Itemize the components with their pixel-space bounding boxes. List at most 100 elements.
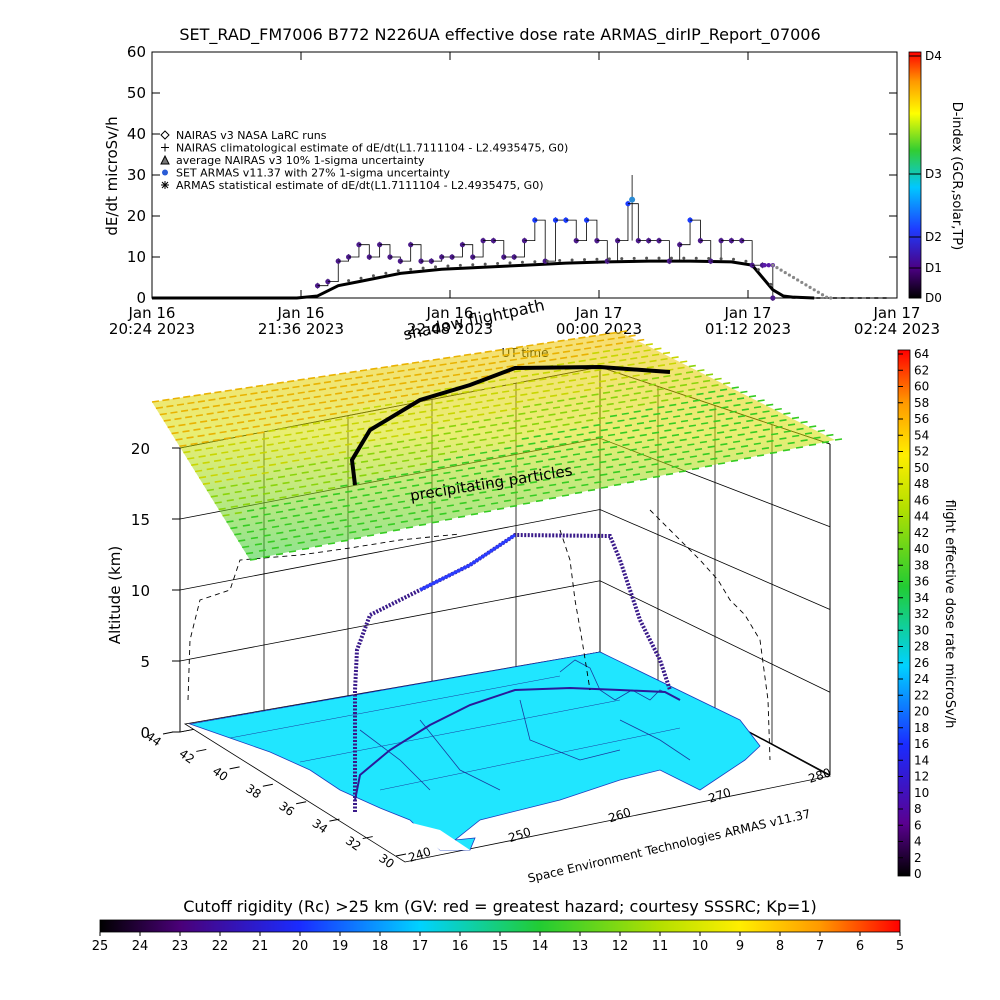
sheet-dash bbox=[335, 392, 343, 395]
projection-right bbox=[649, 509, 771, 761]
sheet-dash bbox=[420, 449, 428, 453]
sheet-dash bbox=[328, 439, 336, 442]
sheet-dash bbox=[641, 415, 649, 418]
sheet-dash bbox=[721, 406, 729, 409]
sheet-dash bbox=[535, 460, 543, 463]
sheet-dash bbox=[692, 436, 700, 439]
top-y-tick-label: 50 bbox=[127, 84, 146, 102]
sheet-dash bbox=[473, 446, 482, 449]
sheet-dash bbox=[416, 385, 424, 389]
sheet-dash bbox=[281, 387, 290, 390]
sheet-dash bbox=[246, 488, 254, 491]
sheet-dash bbox=[774, 407, 782, 411]
sheet-dash bbox=[517, 483, 525, 487]
sheet-dash bbox=[374, 491, 383, 495]
sheet-dash bbox=[372, 505, 380, 509]
sheet-dash bbox=[170, 411, 178, 414]
sheet-dash bbox=[598, 380, 607, 383]
top-x-tick-label-line1: Jan 16 bbox=[426, 304, 474, 322]
altitude-ticks: 0 5 10 15 20 bbox=[131, 440, 180, 742]
sheet-dash bbox=[176, 403, 185, 406]
sheet-dash bbox=[276, 381, 284, 385]
sheet-dash bbox=[310, 538, 318, 542]
sheet-dash bbox=[212, 438, 220, 442]
sheet-dash bbox=[607, 433, 616, 437]
sheet-dash bbox=[433, 389, 441, 392]
sheet-dash bbox=[467, 466, 476, 470]
sheet-dash bbox=[428, 364, 437, 368]
sheet-dash bbox=[268, 429, 276, 433]
top-x-tick-label-line1: Jan 17 bbox=[575, 304, 623, 322]
sheet-dash bbox=[651, 463, 659, 466]
sheet-dash bbox=[441, 498, 449, 502]
sheet-dash bbox=[329, 425, 337, 429]
sheet-dash bbox=[638, 361, 646, 365]
sheet-dash bbox=[523, 350, 531, 354]
sheet-dash bbox=[597, 362, 605, 366]
sheet-dash bbox=[376, 477, 384, 481]
sheet-dash bbox=[567, 460, 575, 464]
sheet-dash bbox=[688, 388, 696, 391]
sheet-dash bbox=[533, 435, 541, 438]
sheet-dash bbox=[340, 424, 348, 427]
sheet-dash bbox=[570, 354, 578, 358]
sheet-dash bbox=[361, 446, 370, 450]
sheet-dash bbox=[680, 360, 688, 364]
sheet-dash bbox=[216, 445, 225, 448]
armas-step bbox=[669, 244, 681, 262]
sheet-dash bbox=[606, 402, 614, 406]
sheet-dash bbox=[645, 470, 653, 474]
sheet-dash bbox=[297, 404, 305, 408]
sheet-dash bbox=[402, 432, 411, 436]
sheet-dash bbox=[574, 421, 582, 424]
sheet-dash bbox=[395, 401, 404, 405]
sheet-dash bbox=[422, 390, 430, 394]
sheet-dash bbox=[281, 400, 289, 404]
sheet-dash bbox=[561, 468, 569, 471]
sheet-dash bbox=[214, 501, 222, 504]
sheet-dash bbox=[421, 509, 429, 513]
sheet-dash bbox=[488, 361, 496, 365]
sheet-dash bbox=[480, 464, 488, 468]
sheet-dash bbox=[685, 412, 693, 416]
sheet-dash bbox=[250, 439, 258, 442]
nairas-run-marker bbox=[744, 259, 748, 263]
sheet-dash bbox=[206, 488, 214, 492]
sheet-dash bbox=[593, 468, 601, 471]
sheet-dash bbox=[182, 430, 190, 433]
sheet-dash bbox=[232, 449, 240, 452]
sheet-dash bbox=[486, 469, 494, 473]
armas-step bbox=[534, 219, 546, 262]
sheet-dash bbox=[329, 412, 337, 416]
sheet-dash bbox=[645, 389, 653, 393]
sheet-dash bbox=[222, 492, 230, 496]
sheet-dash bbox=[323, 433, 331, 437]
sheet-dash bbox=[619, 358, 627, 362]
dindex-tick-label: D0 bbox=[925, 291, 942, 305]
armas-step bbox=[659, 240, 670, 262]
sheet-dash bbox=[729, 410, 737, 414]
top-y-tick-label: 40 bbox=[127, 125, 146, 143]
sheet-dash bbox=[575, 342, 584, 346]
sheet-dash bbox=[456, 366, 464, 370]
sheet-dash bbox=[473, 388, 481, 392]
sheet-dash bbox=[517, 470, 525, 473]
sheet-dash bbox=[394, 480, 402, 484]
sheet-dash bbox=[369, 485, 377, 489]
sheet-dash bbox=[368, 439, 376, 442]
sheet-dash bbox=[662, 448, 670, 451]
sheet-dash bbox=[431, 434, 440, 437]
sheet-dash bbox=[288, 550, 297, 553]
sheet-dash bbox=[549, 394, 558, 398]
nairas-climatology-line bbox=[152, 259, 815, 300]
dose-tick-label: 0 bbox=[914, 867, 922, 881]
sheet-dash bbox=[214, 390, 222, 394]
sheet-dash bbox=[791, 416, 800, 420]
sheet-dash bbox=[741, 408, 749, 411]
sheet-dash bbox=[376, 372, 384, 376]
sheet-dash bbox=[660, 381, 668, 384]
dose-tick-label: 4 bbox=[914, 835, 922, 849]
sheet-dash bbox=[663, 374, 671, 378]
sheet-dash bbox=[297, 391, 305, 395]
cutoff-colorbar-ticks: 25 24 23 22 21 20 19 18 17 16 15 14 13 12 11 10 9 8 7 6 5 bbox=[92, 932, 904, 954]
